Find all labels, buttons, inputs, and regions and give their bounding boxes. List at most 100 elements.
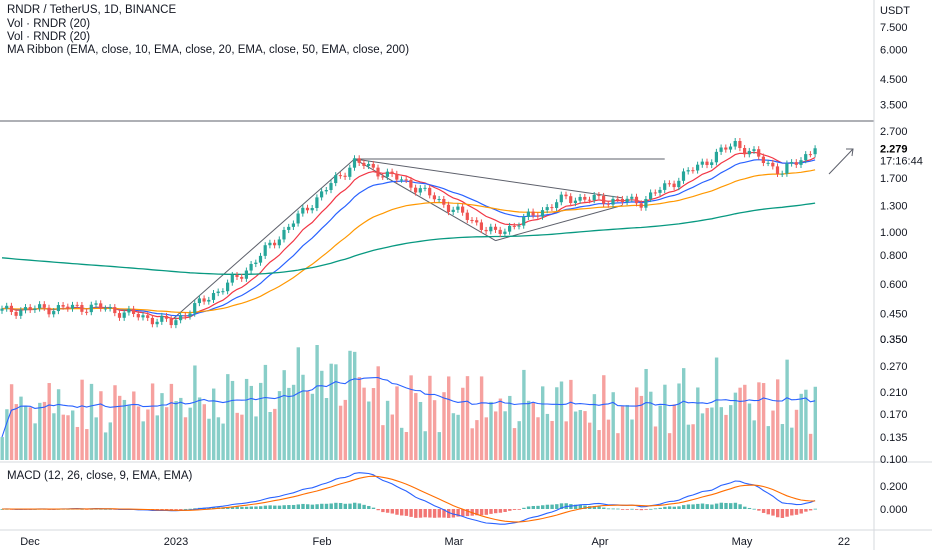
macd-histogram-bar	[686, 504, 691, 509]
candle-body	[710, 162, 714, 165]
volume-bar	[235, 412, 239, 460]
candle-body	[503, 231, 507, 234]
candle-body	[540, 210, 545, 217]
volume-bar	[630, 419, 634, 460]
volume-bar	[42, 401, 47, 460]
candle-body	[42, 304, 46, 308]
time-tick-label: May	[732, 536, 753, 548]
macd-histogram-bar	[635, 509, 639, 510]
volume-bar	[244, 378, 249, 460]
volume-bar	[620, 406, 625, 460]
candle-body	[108, 307, 112, 309]
volume-bar	[141, 421, 145, 460]
macd-legend[interactable]: MACD (12, 26, close, 9, EMA, EMA)	[7, 470, 193, 482]
macd-histogram-bar	[381, 509, 385, 513]
volume-bar	[677, 383, 681, 460]
macd-histogram-bar	[442, 509, 446, 518]
macd-histogram-bar	[273, 505, 277, 509]
candle-body	[799, 160, 803, 165]
candle-body	[785, 163, 789, 174]
ma-ribbon-legend[interactable]: MA Ribbon (EMA, close, 10, EMA, close, 2…	[7, 44, 410, 56]
macd-histogram-bar	[545, 504, 550, 509]
candle-body	[136, 313, 140, 318]
volume-bar	[771, 410, 775, 460]
candle-body	[663, 183, 667, 190]
macd-histogram-bar	[771, 509, 775, 516]
volume-bar	[89, 383, 94, 460]
volume-bar	[75, 426, 80, 460]
macd-histogram-bar	[738, 504, 742, 509]
volume-bar	[503, 411, 507, 460]
volume-bar	[338, 405, 343, 460]
time-tick-label: Apr	[591, 536, 608, 548]
volume-bar	[714, 357, 719, 460]
volume-bar	[404, 431, 409, 460]
volume-bar	[150, 383, 155, 460]
candle-body	[653, 192, 657, 194]
macd-histogram-bar	[484, 509, 488, 515]
candle-body	[508, 225, 512, 232]
candle-body	[240, 276, 244, 279]
macd-histogram-bar	[489, 509, 493, 514]
macd-histogram-bar	[165, 509, 169, 510]
volume-bar	[569, 379, 573, 460]
candle-body	[320, 191, 324, 198]
macd-histogram-bar	[573, 504, 578, 509]
volume-bar	[757, 382, 761, 460]
volume-bar	[724, 414, 728, 460]
volume-bar	[165, 407, 169, 460]
candle-body	[38, 304, 42, 309]
macd-histogram-bar	[794, 509, 799, 515]
candle-body	[338, 175, 342, 177]
candle-body	[583, 196, 587, 200]
volume-bar	[428, 375, 432, 460]
candle-body	[282, 229, 286, 240]
volume-bar	[498, 398, 503, 460]
candle-body	[179, 315, 183, 321]
volume-bar	[324, 398, 329, 460]
candle-body	[183, 315, 187, 317]
candle-body	[573, 200, 577, 204]
candle-body	[686, 170, 690, 172]
macd-histogram-bar	[663, 506, 667, 509]
candle-body	[700, 161, 704, 165]
volume-bar	[306, 390, 310, 460]
volume-bar	[108, 422, 112, 460]
candle-body	[230, 274, 234, 283]
candle-body	[790, 162, 794, 164]
macd-histogram-bar	[559, 503, 564, 509]
volume-bar	[743, 384, 747, 460]
volume-bar	[578, 410, 582, 460]
volume-bar	[268, 412, 272, 460]
volume-tick-label: 0.350	[880, 334, 908, 346]
volume-bar	[813, 386, 817, 460]
volume-bar	[14, 404, 18, 460]
volume-bar	[447, 376, 451, 460]
candle-body	[428, 187, 432, 196]
macd-histogram-bar	[639, 509, 644, 511]
candle-body	[526, 211, 530, 217]
macd-histogram-bar	[334, 502, 338, 509]
macd-histogram-bar	[348, 503, 352, 509]
volume-indicator-legend-1[interactable]: Vol · RNDR (20)	[7, 18, 91, 30]
symbol-title[interactable]: RNDR / TetherUS, 1D, BINANCE	[7, 4, 177, 16]
macd-histogram-bar	[611, 508, 615, 510]
macd-histogram-bar	[536, 505, 540, 509]
candle-body	[207, 299, 211, 302]
candle-body	[28, 307, 32, 310]
candle-body	[357, 158, 361, 163]
volume-bar	[385, 400, 390, 460]
volume-indicator-legend-2[interactable]: Vol · RNDR (20)	[7, 31, 91, 43]
volume-bar	[494, 411, 498, 460]
macd-histogram-bar	[306, 504, 310, 509]
volume-bar	[437, 432, 441, 460]
volume-bar	[780, 424, 785, 460]
candle-body	[606, 203, 610, 205]
volume-bar	[38, 402, 42, 460]
volume-bar	[381, 425, 385, 460]
volume-bar	[367, 401, 371, 460]
price-tick-label: 2.700	[880, 126, 908, 138]
volume-bar	[277, 391, 282, 460]
candle-body	[794, 162, 798, 165]
